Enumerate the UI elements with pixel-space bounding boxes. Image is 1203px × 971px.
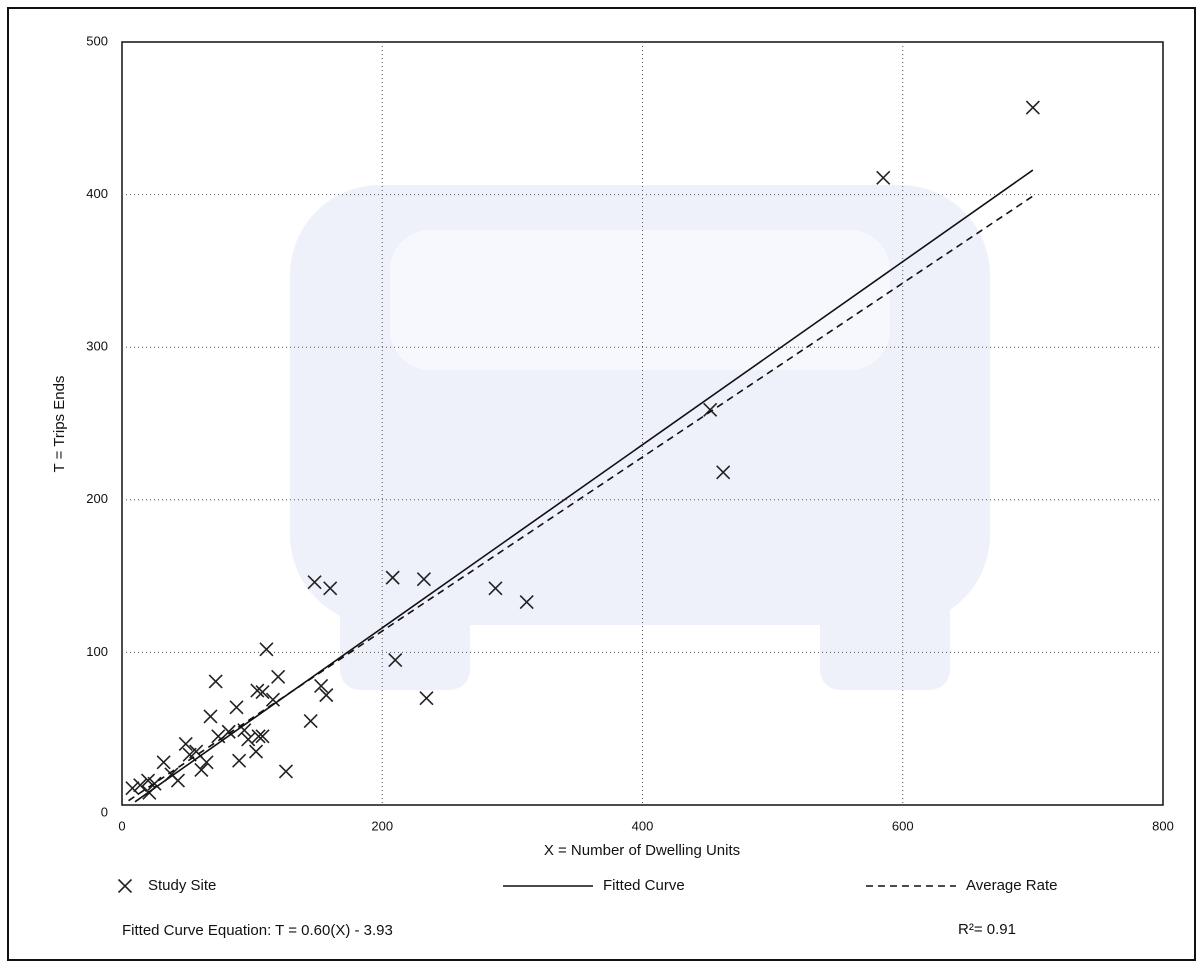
data-point	[178, 736, 193, 752]
outer-frame	[7, 7, 1196, 961]
legend-label: Fitted Curve	[603, 877, 685, 894]
data-point	[314, 678, 329, 694]
data-point	[307, 575, 322, 590]
data-point	[1025, 100, 1040, 115]
data-point	[385, 570, 400, 585]
x-tick-label: 200	[371, 818, 393, 833]
data-point	[488, 581, 503, 596]
data-point	[232, 753, 247, 768]
legend-label: Study Site	[148, 877, 216, 894]
y-tick-label: 0	[101, 804, 108, 819]
data-point	[519, 594, 534, 610]
data-point	[716, 465, 731, 480]
y-tick-label: 500	[86, 33, 108, 48]
legend-label: Average Rate	[966, 877, 1057, 894]
y-tick-label: 100	[86, 644, 108, 659]
data-point	[323, 581, 338, 596]
data-point	[156, 755, 171, 770]
data-point	[271, 669, 286, 684]
data-point	[221, 724, 236, 739]
equation: Fitted Curve Equation: T = 0.60(X) - 3.9…	[122, 922, 393, 939]
legend-marker	[117, 878, 133, 894]
data-point	[876, 170, 891, 185]
x-tick-label: 400	[632, 818, 654, 833]
watermark-wheel	[340, 560, 470, 690]
data-point	[199, 755, 214, 770]
trend-line	[134, 169, 1034, 803]
x-axis-label: X = Number of Dwelling Units	[544, 842, 740, 859]
data-point	[203, 709, 218, 724]
data-point	[416, 572, 431, 587]
data-point	[125, 781, 140, 796]
data-point	[208, 674, 223, 689]
data-point	[170, 773, 186, 788]
data-point	[194, 762, 209, 777]
data-point	[229, 700, 244, 715]
watermark-wheel	[820, 560, 950, 690]
x-tick-label: 0	[118, 818, 125, 833]
watermark	[290, 185, 990, 690]
data-point	[255, 685, 270, 700]
data-point	[241, 732, 256, 747]
y-axis-label: T = Trips Ends	[51, 376, 68, 473]
data-point	[251, 729, 266, 744]
data-point	[388, 652, 403, 668]
data-point	[303, 714, 318, 729]
data-point	[419, 691, 434, 706]
x-tick-label: 800	[1152, 818, 1174, 833]
data-point	[250, 683, 265, 698]
data-point	[278, 764, 294, 779]
y-tick-label: 400	[86, 186, 108, 201]
y-tick-label: 300	[86, 339, 108, 354]
data-point	[319, 688, 334, 703]
data-point	[259, 642, 274, 657]
trend-line	[128, 195, 1034, 802]
data-point	[265, 692, 281, 707]
watermark-window	[390, 230, 890, 370]
data-point	[703, 402, 718, 417]
x-tick-label: 600	[892, 818, 914, 833]
data-point	[255, 729, 270, 744]
data-point	[147, 776, 162, 791]
data-point	[133, 778, 148, 793]
y-tick-label: 200	[86, 491, 108, 506]
data-point	[248, 744, 264, 759]
r-squared: R²= 0.91	[958, 921, 1016, 938]
